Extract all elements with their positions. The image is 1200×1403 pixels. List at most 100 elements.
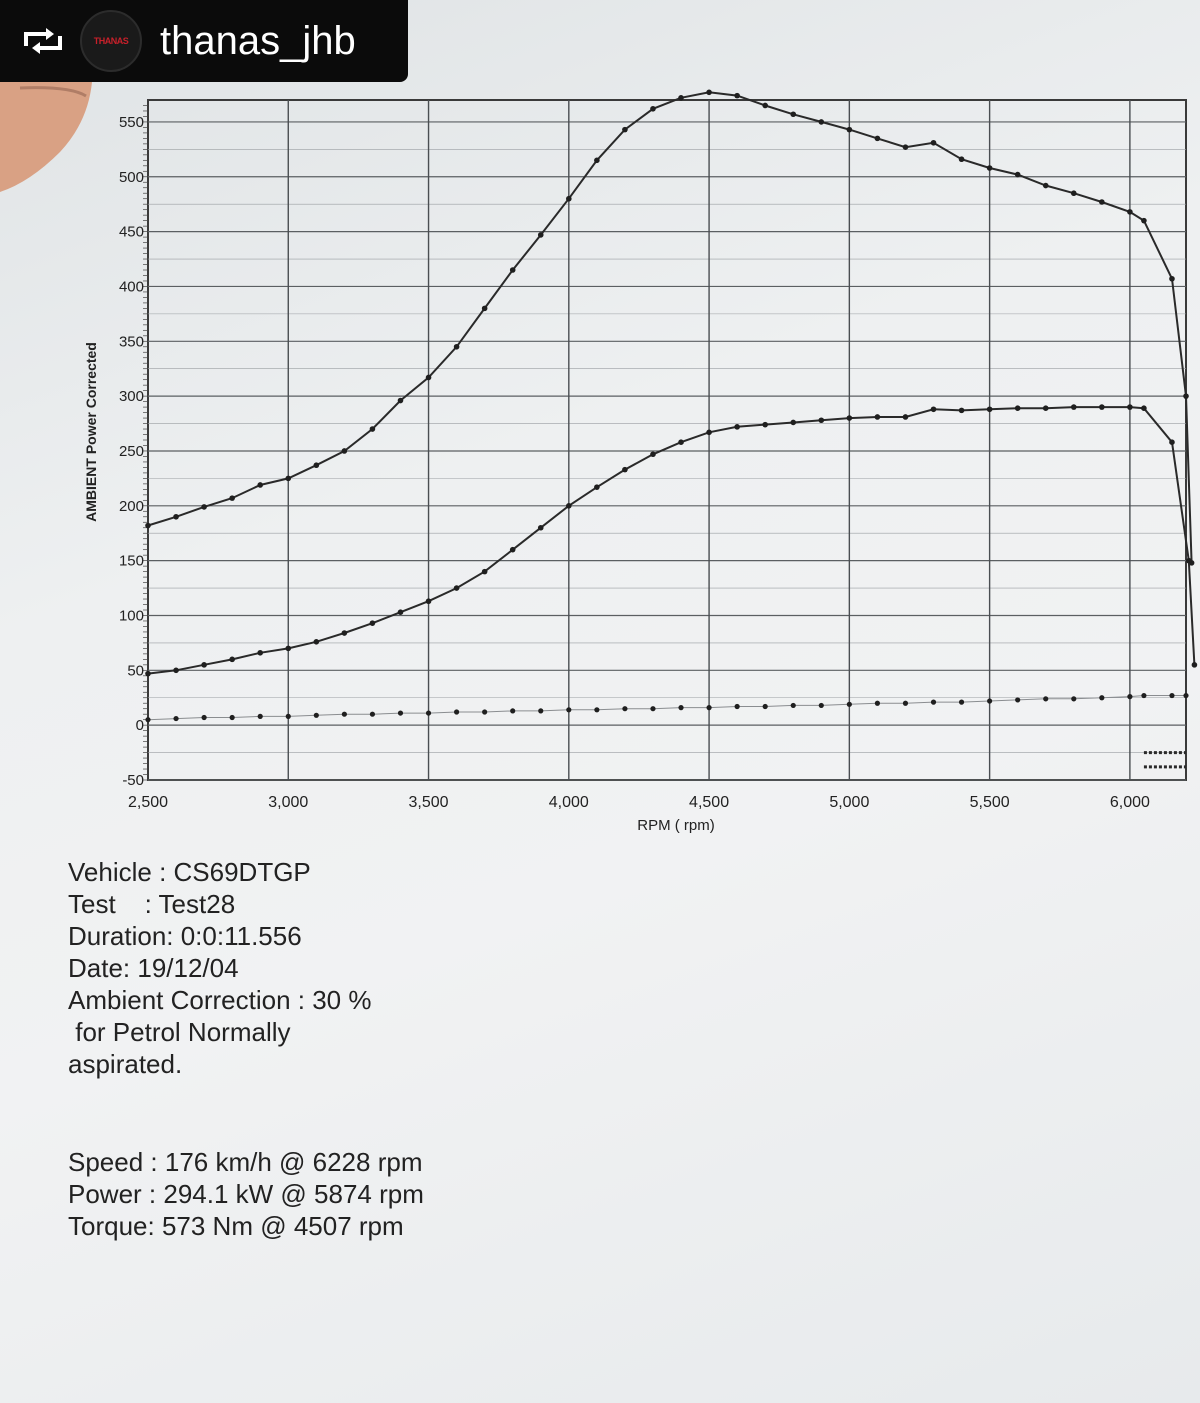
data-point (537, 524, 544, 531)
data-point (818, 702, 824, 709)
data-point (594, 157, 600, 164)
data-point (1042, 182, 1049, 189)
y-tick-label: 200 (119, 498, 144, 515)
y-tick-label: 50 (127, 662, 144, 679)
data-point (650, 451, 656, 458)
data-point (790, 111, 797, 118)
data-point (1070, 404, 1077, 410)
data-point (874, 700, 881, 706)
data-point (1043, 696, 1049, 702)
data-point (341, 630, 348, 636)
data-point (510, 708, 516, 714)
data-point (425, 598, 432, 605)
data-point (874, 135, 881, 142)
data-point (285, 475, 292, 482)
y-tick-label: 400 (119, 278, 144, 295)
x-axis-label: RPM ( rpm) (637, 817, 715, 834)
data-point (145, 717, 151, 723)
data-point (986, 406, 993, 413)
torque-line: Torque: 573 Nm @ 4507 rpm (68, 1211, 404, 1241)
data-point (1141, 405, 1147, 411)
data-point (1169, 439, 1175, 445)
data-point (1169, 275, 1175, 282)
data-point (762, 102, 768, 109)
repost-icon[interactable] (20, 26, 66, 56)
data-point (313, 712, 319, 718)
x-tick-label: 3,000 (268, 794, 308, 811)
data-point (538, 708, 544, 714)
data-point (537, 232, 544, 238)
username[interactable]: thanas_jhb (160, 18, 356, 63)
dyno-chart: 2,500 3,000 3,500 4,000 4,500 5,000 5,500 6,000… (83, 89, 1198, 834)
data-point (285, 713, 291, 719)
y-axis-label: AMBIENT Power Corrected (83, 342, 99, 522)
data-point (1099, 199, 1105, 205)
chart-grid (143, 99, 1187, 781)
data-point (1127, 694, 1133, 700)
data-point (229, 714, 235, 721)
data-point (622, 126, 628, 133)
data-point (790, 419, 797, 426)
data-point (481, 305, 488, 312)
data-point (201, 662, 207, 668)
data-point (1014, 405, 1021, 411)
data-point (397, 397, 404, 404)
data-point (1191, 662, 1198, 668)
data-point (1014, 171, 1021, 178)
data-point (650, 706, 656, 712)
data-point (706, 705, 712, 711)
x-tick-label: 6,000 (1110, 794, 1150, 811)
data-point (818, 119, 825, 125)
data-point (1186, 557, 1192, 564)
avatar[interactable]: THANAS (80, 10, 142, 72)
data-point (257, 713, 263, 719)
data-point (201, 714, 207, 721)
data-point (425, 710, 432, 716)
data-point (930, 406, 937, 413)
data-point (650, 105, 656, 112)
data-point (397, 609, 404, 615)
data-point (1183, 393, 1189, 399)
data-point (566, 707, 572, 713)
data-point (930, 699, 937, 705)
repost-banner[interactable]: THANAS thanas_jhb (0, 0, 408, 82)
data-point (706, 89, 712, 96)
data-point (1071, 696, 1077, 702)
speed-line: Speed : 176 km/h @ 6228 rpm (68, 1147, 423, 1177)
date-line: Date: 19/12/04 (68, 953, 239, 983)
data-point (201, 504, 207, 510)
correction-line: for Petrol Normally (68, 1017, 291, 1047)
x-tick-labels: 2,500 3,000 3,500 4,000 4,500 5,000 5,500 6,000 (128, 794, 1150, 811)
data-point (369, 711, 376, 717)
vehicle-line: Vehicle : CS69DTGP (68, 857, 311, 887)
data-point (594, 707, 600, 713)
data-point (958, 699, 965, 705)
series-line (147, 91, 1193, 563)
data-point (341, 448, 348, 454)
data-point (481, 568, 488, 575)
data-point (509, 546, 516, 553)
data-point (566, 503, 572, 509)
data-point (706, 429, 712, 436)
correction-line: aspirated. (68, 1049, 183, 1079)
y-tick-label: 550 (119, 114, 144, 131)
data-point (846, 126, 853, 133)
data-point (902, 144, 909, 150)
y-tick-label: 450 (119, 224, 144, 241)
data-point (453, 585, 460, 591)
data-point (397, 710, 404, 716)
data-point (846, 701, 852, 707)
test-line: Test : Test28 (68, 889, 236, 919)
data-point (987, 698, 993, 704)
x-tick-label: 2,500 (128, 794, 168, 811)
data-point (762, 421, 768, 428)
series-line (147, 695, 1186, 721)
x-tick-label: 4,000 (549, 794, 589, 811)
data-point (958, 156, 965, 163)
data-point (958, 407, 965, 414)
x-tick-label: 5,500 (970, 794, 1010, 811)
y-tick-labels: -50 0 50 100 150 200 250 300 350 400 450 500 550 (119, 114, 144, 789)
series-line (147, 406, 1196, 675)
x-tick-label: 4,500 (689, 794, 729, 811)
data-point (257, 649, 264, 656)
